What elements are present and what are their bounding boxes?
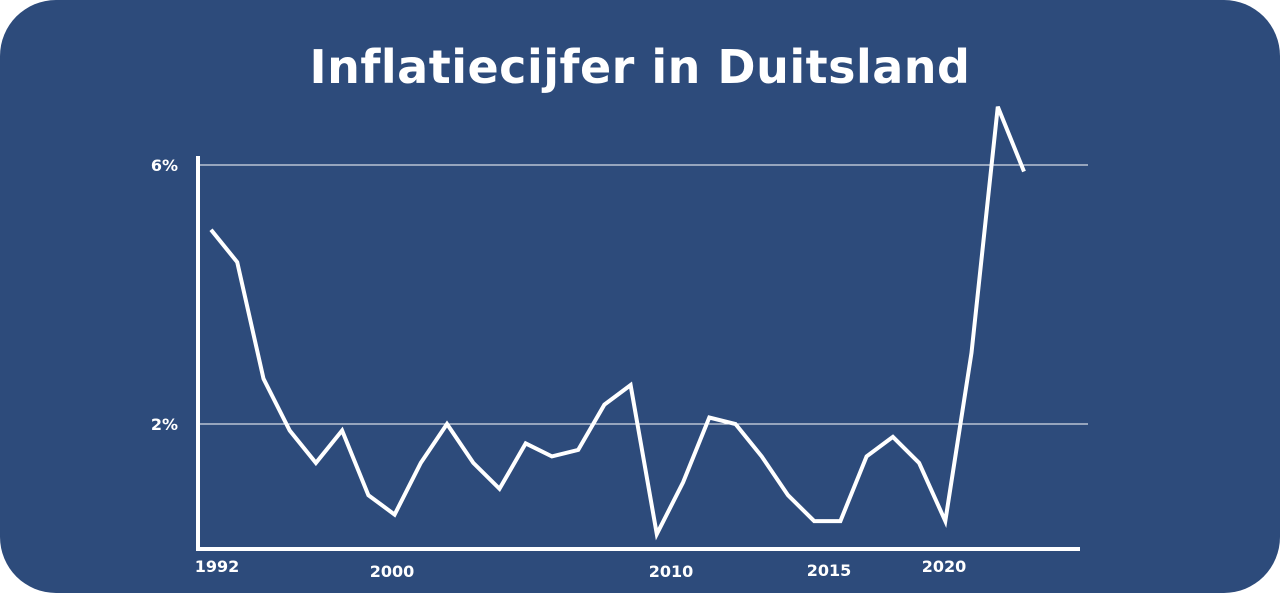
- x-tick-label: 2010: [649, 562, 694, 581]
- x-tick-label: 2000: [370, 562, 415, 581]
- x-tick-label: 2020: [922, 557, 967, 576]
- inflation-series-line: [209, 105, 1026, 541]
- chart-title: Inflatiecijfer in Duitsland: [309, 40, 971, 94]
- x-tick-label: 1992: [195, 557, 240, 576]
- y-tick-label: 6%: [151, 156, 178, 175]
- y-tick-label: 2%: [151, 415, 178, 434]
- x-tick-label: 2015: [807, 561, 852, 580]
